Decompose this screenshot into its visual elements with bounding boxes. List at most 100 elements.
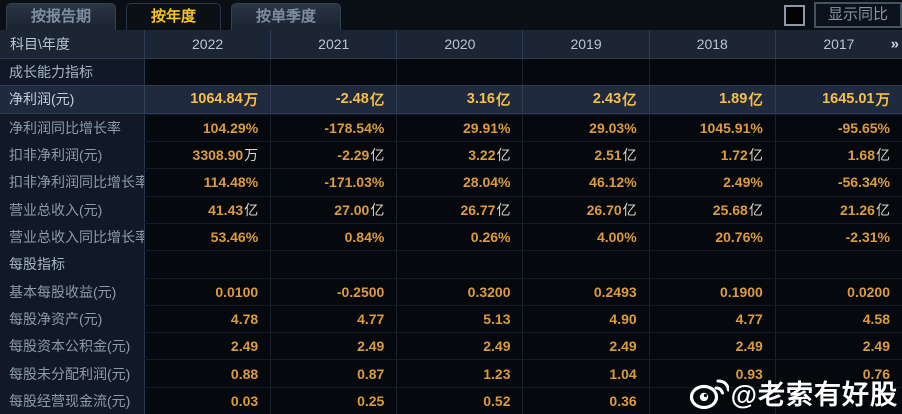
- value-unit: 亿: [622, 147, 637, 164]
- indicator-row[interactable]: 营业总收入同比增长率 53.46% 0.84% 0.26% 4.00% 20.76% -2.…: [0, 222, 902, 251]
- value-unit: 万: [243, 92, 259, 109]
- value-cell: 0.0200: [775, 278, 902, 305]
- value-number: 41.43: [208, 201, 244, 218]
- value-cell: 1.04: [523, 360, 650, 387]
- row-label: 营业总收入(元): [0, 196, 145, 223]
- value-number: 1.68: [847, 147, 875, 164]
- value-cell: -171.03%: [271, 169, 398, 196]
- section-row: 每股指标: [0, 250, 902, 278]
- indicator-row[interactable]: 每股资本公积金(元) 2.49 2.49 2.49 2.49 2.49 2.49: [0, 332, 902, 360]
- value-cell: 21.26 亿: [775, 196, 902, 223]
- value-unit: 万: [875, 92, 890, 109]
- value-cell: 1.68 亿: [775, 141, 902, 169]
- indicator-table: 科目\年度 2022 2021 2020 2019 2018 2017 » 成长能力指标 净利润…: [0, 30, 902, 414]
- value-cell: 0.93: [649, 360, 776, 387]
- value-number: -2.48: [335, 91, 369, 108]
- indicator-row[interactable]: 扣非净利润同比增长率 114.48% -171.03% 28.04% 46.12% 2.4…: [0, 168, 902, 196]
- indicator-row[interactable]: 每股经营现金流(元) 0.03 0.25 0.52 0.36: [0, 386, 902, 414]
- value-cell: 1.23: [397, 360, 524, 387]
- row-label: 成长能力指标: [0, 59, 145, 86]
- value-cell: -2.31%: [775, 223, 902, 251]
- value-cell: 1.72 亿: [649, 141, 776, 169]
- value-number: 27.00: [334, 201, 370, 218]
- value-cell: [397, 59, 524, 86]
- value-cell: [397, 251, 524, 278]
- indicator-row[interactable]: 每股未分配利润(元) 0.88 0.87 1.23 1.04 0.93 0.76: [0, 359, 902, 387]
- value-cell: [271, 251, 398, 278]
- row-label: 净利润同比增长率: [0, 114, 145, 141]
- value-number: 1.89: [719, 91, 748, 108]
- value-cell: [145, 251, 272, 278]
- value-cell: 26.77 亿: [397, 196, 524, 223]
- indicator-row[interactable]: 每股净资产(元) 4.78 4.77 5.13 4.90 4.77 4.58: [0, 304, 902, 333]
- value-cell: [649, 387, 776, 414]
- row-label: 每股未分配利润(元): [0, 360, 145, 387]
- value-cell: 25.68 亿: [649, 196, 776, 223]
- value-number: 3.16: [466, 91, 495, 108]
- row-label: 基本每股收益(元): [0, 278, 145, 305]
- value-cell: 28.04%: [397, 169, 524, 196]
- value-number: 1064.84: [190, 91, 243, 108]
- value-cell: -56.34%: [775, 169, 902, 196]
- value-cell: -2.48 亿: [271, 86, 398, 113]
- value-cell: 2.49: [649, 333, 776, 360]
- tab-period-0[interactable]: 按报告期: [6, 3, 117, 30]
- value-cell: 4.78: [145, 305, 272, 333]
- value-unit: 亿: [622, 201, 637, 218]
- row-label: 每股净资产(元): [0, 305, 145, 333]
- value-cell: [523, 251, 650, 278]
- value-cell: 0.84%: [271, 223, 398, 251]
- indicator-row[interactable]: 营业总收入(元) 41.43 亿 27.00 亿 26.77 亿 26.70 亿 25.68 亿 21…: [0, 195, 902, 223]
- value-cell: 0.2493: [523, 278, 650, 305]
- value-unit: 亿: [748, 201, 763, 218]
- table-header-row: 科目\年度 2022 2021 2020 2019 2018 2017 »: [0, 30, 902, 59]
- value-cell: 3308.90 万: [145, 141, 272, 169]
- value-cell: 2.49: [271, 333, 398, 360]
- value-cell: 4.77: [271, 305, 398, 333]
- value-unit: 亿: [875, 147, 890, 164]
- value-cell: 104.29%: [145, 114, 272, 141]
- year-column-header: 2020: [397, 30, 524, 58]
- value-cell: [775, 59, 902, 86]
- row-label: 扣非净利润同比增长率: [0, 169, 145, 196]
- value-cell: [271, 59, 398, 86]
- value-cell: -2.29 亿: [271, 141, 398, 169]
- value-cell: 4.58: [775, 305, 902, 333]
- year-label: 2020: [444, 36, 476, 52]
- value-cell: 1064.84 万: [145, 86, 272, 113]
- value-cell: 29.91%: [397, 114, 524, 141]
- row-label: 每股经营现金流(元): [0, 387, 145, 414]
- year-label: 2021: [318, 36, 350, 52]
- value-number: 1645.01: [822, 91, 875, 108]
- tab-period-1[interactable]: 按年度: [126, 3, 222, 30]
- tab-period-2[interactable]: 按单季度: [231, 3, 342, 30]
- value-number: 3308.90: [192, 147, 244, 164]
- value-number: 1.72: [720, 147, 748, 164]
- year-column-header: 2022: [145, 30, 272, 58]
- value-unit: 亿: [244, 201, 259, 218]
- value-cell: [649, 59, 776, 86]
- value-unit: 亿: [875, 201, 890, 218]
- indicator-row[interactable]: 净利润同比增长率 104.29% -178.54% 29.91% 29.03% 1045.…: [0, 113, 902, 141]
- value-number: 26.70: [586, 201, 622, 218]
- indicator-row[interactable]: 净利润(元) 1064.84 万 -2.48 亿 3.16 亿 2.43 亿 1.89 亿 1645.…: [0, 85, 902, 114]
- value-cell: 114.48%: [145, 169, 272, 196]
- indicator-row[interactable]: 扣非净利润(元) 3308.90 万 -2.29 亿 3.22 亿 2.51 亿 1.72 亿 1.6…: [0, 140, 902, 169]
- value-cell: 2.49%: [649, 169, 776, 196]
- row-label: 扣非净利润(元): [0, 141, 145, 169]
- value-number: 3.22: [468, 147, 496, 164]
- value-number: 2.51: [594, 147, 622, 164]
- value-unit: 亿: [748, 92, 763, 109]
- value-unit: 亿: [622, 92, 637, 109]
- value-cell: 2.43 亿: [523, 86, 650, 113]
- value-cell: 29.03%: [523, 114, 650, 141]
- indicator-row[interactable]: 基本每股收益(元) 0.0100 -0.2500 0.3200 0.2493 0.1900…: [0, 277, 902, 305]
- show-yoy-button[interactable]: 显示同比: [813, 2, 902, 28]
- show-yoy-checkbox[interactable]: [783, 5, 805, 26]
- value-cell: 20.76%: [649, 223, 776, 251]
- value-cell: -95.65%: [775, 114, 902, 141]
- value-unit: 万: [244, 147, 259, 164]
- section-row: 成长能力指标: [0, 59, 902, 86]
- more-years-button[interactable]: »: [890, 35, 899, 53]
